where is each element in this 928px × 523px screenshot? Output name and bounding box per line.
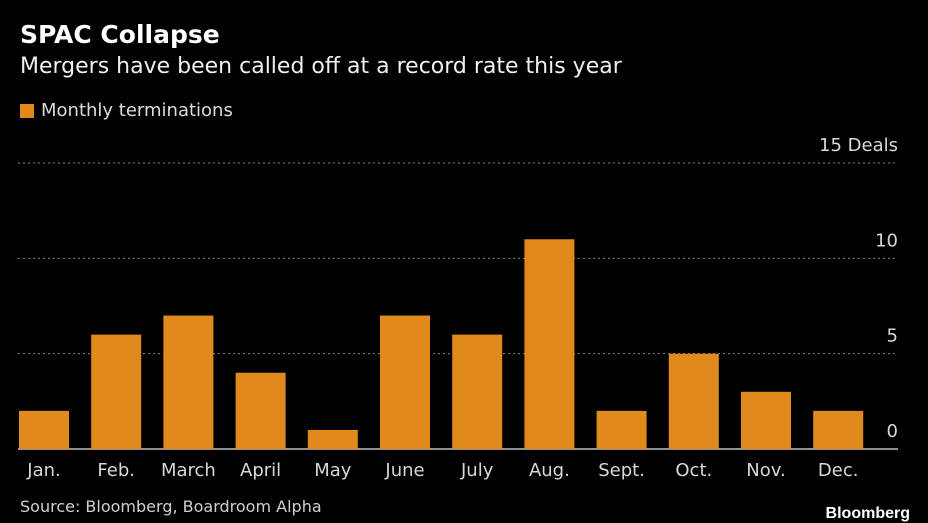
x-tick-label: March bbox=[161, 460, 216, 481]
bar-june bbox=[380, 315, 430, 449]
y-axis-ticks: 0 5 10 15 Deals bbox=[819, 135, 898, 442]
legend-swatch bbox=[20, 103, 34, 118]
y-tick-label: 10 bbox=[875, 230, 898, 251]
bloomberg-logo: Bloomberg bbox=[825, 505, 910, 522]
legend: Monthly terminations bbox=[20, 100, 233, 121]
bar-may bbox=[307, 429, 358, 449]
bar-feb bbox=[91, 334, 142, 449]
bar-aug bbox=[524, 239, 575, 449]
x-tick-label: Feb. bbox=[97, 460, 135, 481]
bar-march bbox=[163, 315, 214, 449]
x-tick-label: Jan. bbox=[26, 460, 60, 481]
x-tick-label: June bbox=[384, 460, 424, 481]
bar-nov bbox=[741, 391, 791, 449]
x-axis-ticks: Jan. Feb. March April May June July Aug. Sept. Oc… bbox=[26, 460, 858, 481]
legend-label: Monthly terminations bbox=[41, 100, 233, 121]
x-tick-label: Sept. bbox=[598, 460, 645, 481]
bar-april bbox=[235, 372, 286, 449]
bar-oct bbox=[668, 353, 719, 449]
x-tick-label: July bbox=[460, 460, 494, 481]
bar-jan bbox=[19, 410, 69, 449]
bar-sept bbox=[596, 410, 647, 449]
x-tick-label: Nov. bbox=[746, 460, 785, 481]
source-note: Source: Bloomberg, Boardroom Alpha bbox=[20, 497, 322, 516]
y-tick-label: 5 bbox=[887, 326, 898, 347]
x-tick-label: May bbox=[314, 460, 352, 481]
chart-title: SPAC Collapse bbox=[20, 20, 220, 49]
bar-dec bbox=[813, 410, 864, 449]
x-tick-label: April bbox=[240, 460, 281, 481]
x-tick-label: Aug. bbox=[529, 460, 570, 481]
y-tick-label: 0 bbox=[887, 421, 898, 442]
chart-subtitle: Mergers have been called off at a record… bbox=[20, 54, 622, 79]
x-tick-label: Oct. bbox=[675, 460, 712, 481]
bar-july bbox=[452, 334, 503, 449]
bars bbox=[19, 239, 864, 449]
y-tick-label: 15 Deals bbox=[819, 135, 898, 156]
x-tick-label: Dec. bbox=[818, 460, 859, 481]
